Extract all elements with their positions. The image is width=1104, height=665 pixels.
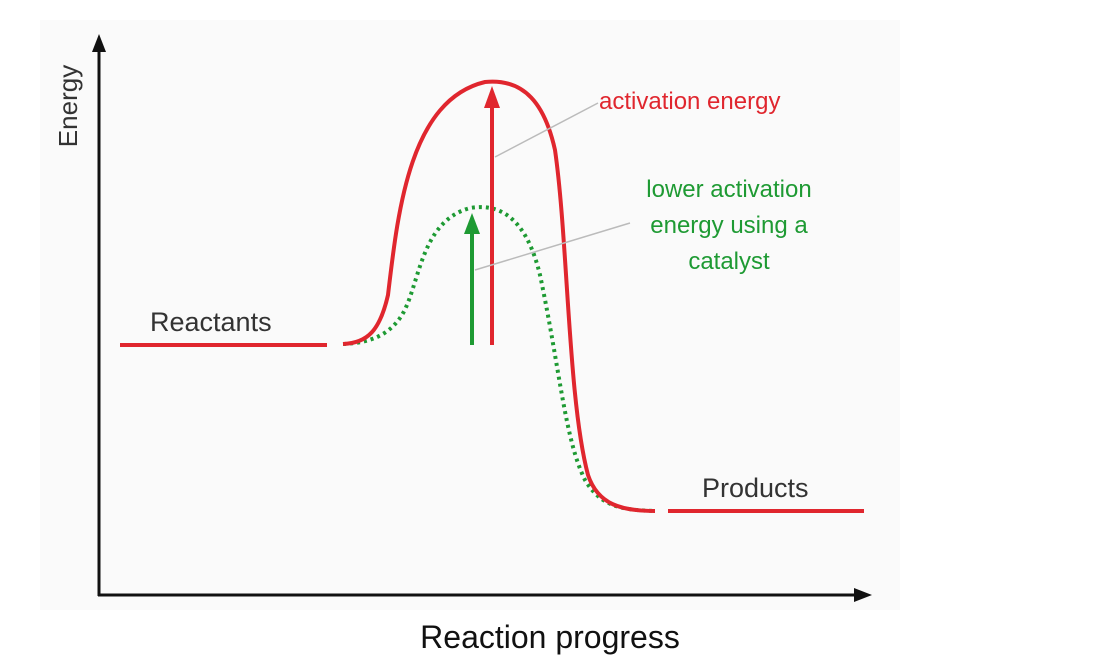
catalyst-label-line2: energy using a (650, 212, 808, 239)
y-axis-label: Energy (53, 65, 83, 147)
x-axis-arrowhead (854, 588, 872, 602)
uncatalyzed-curve (342, 79, 656, 513)
reactants-label: Reactants (150, 307, 272, 337)
catalyst-leader-line (474, 222, 631, 271)
catalyzed-activation-arrowhead (464, 213, 480, 234)
catalyzed-curve (342, 205, 656, 513)
x-axis-label: Reaction progress (420, 619, 680, 655)
activation-leader-line (494, 102, 599, 158)
catalyst-label-line3: catalyst (688, 248, 770, 275)
products-label: Products (702, 473, 809, 503)
catalyst-label-line1: lower activation (646, 176, 811, 203)
y-axis-arrowhead (92, 34, 106, 52)
activation-energy-label: activation energy (599, 88, 780, 115)
activation-energy-arrowhead (484, 86, 500, 108)
